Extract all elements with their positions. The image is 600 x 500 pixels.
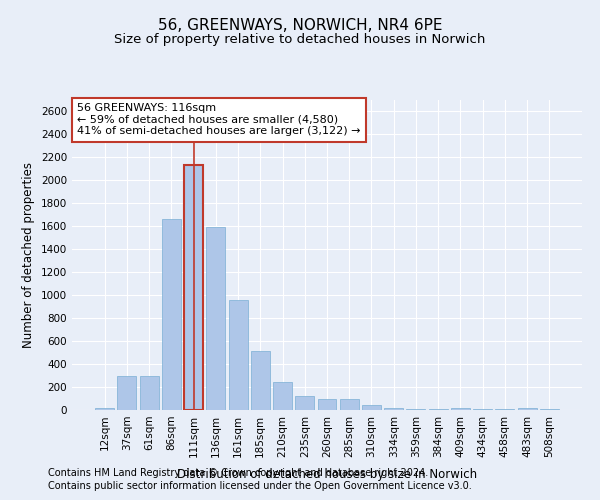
Text: 56 GREENWAYS: 116sqm
← 59% of detached houses are smaller (4,580)
41% of semi-de: 56 GREENWAYS: 116sqm ← 59% of detached h… bbox=[77, 103, 361, 136]
Bar bbox=[317, 398, 337, 410]
Bar bbox=[162, 220, 181, 410]
Bar bbox=[251, 352, 270, 410]
Bar bbox=[295, 396, 314, 410]
Y-axis label: Number of detached properties: Number of detached properties bbox=[22, 162, 35, 348]
Bar bbox=[384, 408, 403, 410]
Bar bbox=[340, 399, 359, 410]
Bar bbox=[451, 408, 470, 410]
Bar bbox=[362, 406, 381, 410]
Text: Contains public sector information licensed under the Open Government Licence v3: Contains public sector information licen… bbox=[48, 481, 472, 491]
Bar bbox=[95, 408, 114, 410]
Bar bbox=[229, 300, 248, 410]
Text: Size of property relative to detached houses in Norwich: Size of property relative to detached ho… bbox=[115, 32, 485, 46]
Bar bbox=[184, 166, 203, 410]
Bar bbox=[140, 376, 158, 410]
Bar bbox=[273, 382, 292, 410]
Text: Contains HM Land Registry data © Crown copyright and database right 2024.: Contains HM Land Registry data © Crown c… bbox=[48, 468, 428, 477]
X-axis label: Distribution of detached houses by size in Norwich: Distribution of detached houses by size … bbox=[177, 468, 477, 481]
Bar bbox=[518, 408, 536, 410]
Text: 56, GREENWAYS, NORWICH, NR4 6PE: 56, GREENWAYS, NORWICH, NR4 6PE bbox=[158, 18, 442, 32]
Bar bbox=[118, 376, 136, 410]
Bar bbox=[206, 228, 225, 410]
